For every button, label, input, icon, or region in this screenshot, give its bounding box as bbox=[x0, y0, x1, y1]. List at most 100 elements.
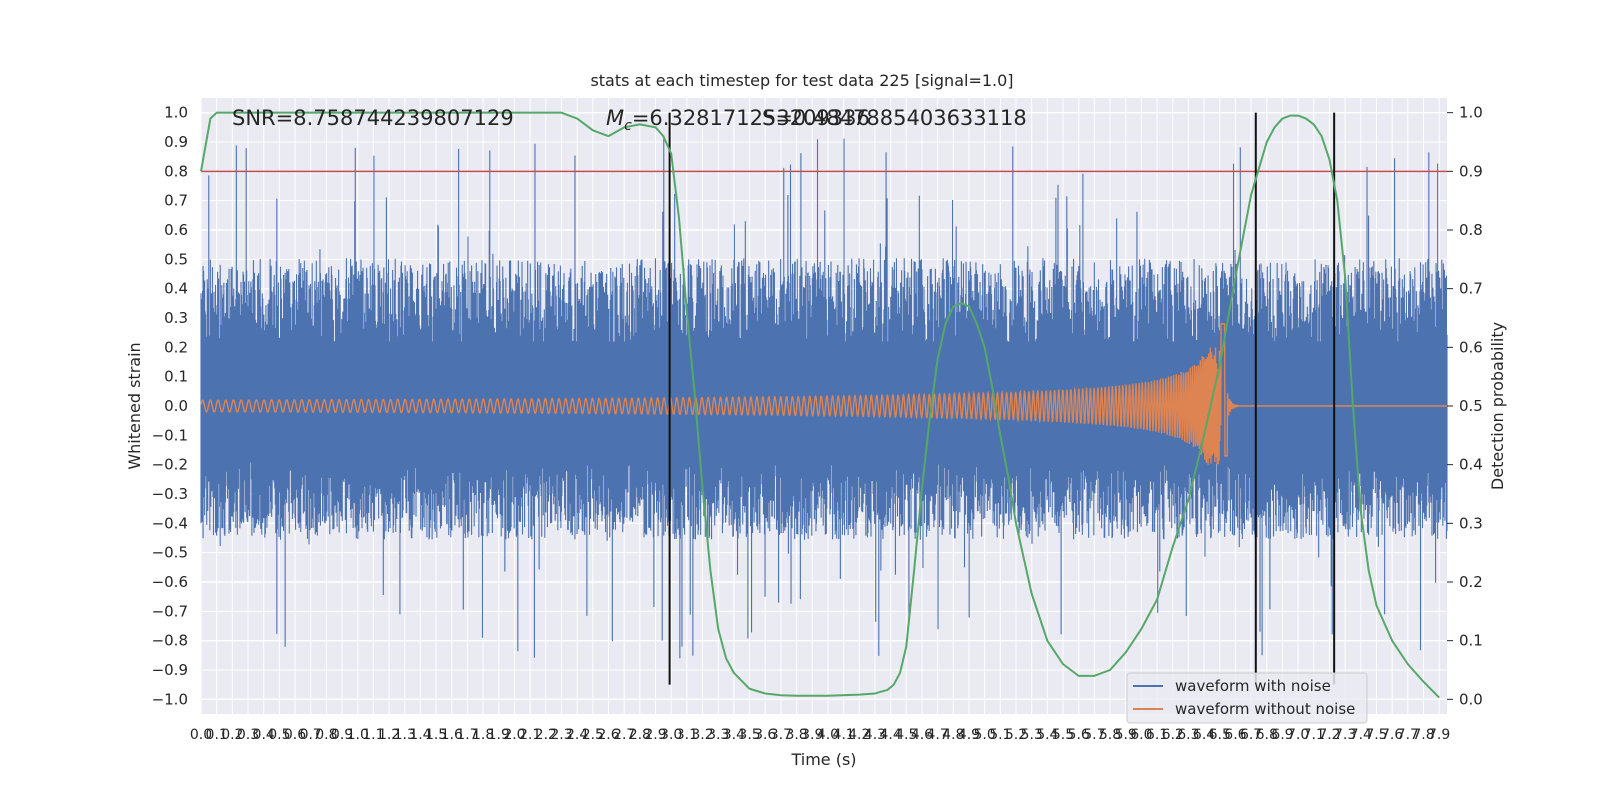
x-tick-label: 3.9 bbox=[801, 727, 823, 743]
x-tick-label: 6.8 bbox=[1256, 727, 1278, 743]
x-tick-label: 7.5 bbox=[1365, 727, 1387, 743]
x-tick-label: 4.2 bbox=[848, 727, 870, 743]
legend-label-clean: waveform without noise bbox=[1175, 700, 1355, 718]
x-tick-label: 3.5 bbox=[738, 727, 760, 743]
y2-tick-label: 0.1 bbox=[1459, 632, 1483, 650]
y-tick-label: −0.1 bbox=[152, 426, 188, 444]
y-tick-label: 0.0 bbox=[164, 397, 188, 415]
waveform-without-noise-series bbox=[200, 323, 1447, 465]
x-tick-label: 0.1 bbox=[206, 727, 228, 743]
y2-tick-label: 0.5 bbox=[1459, 397, 1483, 415]
x-tick-label: 2.0 bbox=[503, 727, 525, 743]
y2-tick-label: 0.8 bbox=[1459, 221, 1483, 239]
x-tick-label: 1.0 bbox=[347, 727, 369, 743]
x-tick-label: 0.2 bbox=[221, 727, 243, 743]
y-tick-label: 0.1 bbox=[164, 368, 188, 386]
x-tick-label: 4.6 bbox=[911, 727, 933, 743]
x-tick-label: 4.0 bbox=[817, 727, 839, 743]
y-tick-label: −0.8 bbox=[152, 632, 188, 650]
x-tick-label: 0.5 bbox=[268, 727, 290, 743]
x-tick-label: 2.5 bbox=[582, 727, 604, 743]
vertical-markers bbox=[668, 112, 1336, 685]
x-tick-label: 4.8 bbox=[942, 727, 964, 743]
x-tick-label: 0.8 bbox=[315, 727, 337, 743]
x-tick-label: 5.1 bbox=[989, 727, 1011, 743]
y2-axis-label: Detection probability bbox=[1488, 322, 1507, 490]
x-tick-label: 1.2 bbox=[378, 727, 400, 743]
x-tick-label: 5.7 bbox=[1083, 727, 1105, 743]
y-tick-label: −0.7 bbox=[152, 602, 188, 620]
x-tick-label: 5.6 bbox=[1068, 727, 1090, 743]
x-tick-label: 4.4 bbox=[879, 727, 901, 743]
x-tick-label: 2.7 bbox=[613, 727, 635, 743]
x-tick-label: 1.4 bbox=[409, 727, 431, 743]
y2-tick-label: 1.0 bbox=[1459, 104, 1483, 122]
x-tick-label: 7.7 bbox=[1397, 727, 1419, 743]
mc-value: =6.328171253209336 bbox=[632, 106, 870, 130]
s-annotation: S=0.4847885403633118 bbox=[762, 106, 1027, 130]
legend-label-noise: waveform with noise bbox=[1175, 677, 1331, 695]
x-tick-label: 6.3 bbox=[1177, 727, 1199, 743]
y2-tick-label: 0.7 bbox=[1459, 280, 1483, 298]
x-tick-label: 0.0 bbox=[190, 727, 212, 743]
x-axis: 0.00.10.20.30.40.50.60.70.80.91.01.11.21… bbox=[190, 727, 1450, 743]
y-tick-label: −0.9 bbox=[152, 661, 188, 679]
y2-tick-label: 0.6 bbox=[1459, 338, 1483, 356]
y2-tick-label: 0.4 bbox=[1459, 456, 1483, 474]
x-tick-label: 0.6 bbox=[284, 727, 306, 743]
y2-tick-label: 0.9 bbox=[1459, 162, 1483, 180]
y-axis-label: Whitened strain bbox=[125, 342, 144, 469]
x-tick-label: 1.7 bbox=[456, 727, 478, 743]
x-tick-label: 1.5 bbox=[425, 727, 447, 743]
x-tick-label: 2.4 bbox=[566, 727, 588, 743]
x-tick-label: 5.5 bbox=[1052, 727, 1074, 743]
y-axis-right: 1.0 0.9 0.8 0.7 0.6 0.5 0.4 0.3 0.2 0.1 0.0 bbox=[1447, 104, 1483, 708]
x-tick-label: 5.0 bbox=[974, 727, 996, 743]
y2-tick-label: 0.0 bbox=[1459, 690, 1483, 708]
x-tick-label: 1.3 bbox=[394, 727, 416, 743]
x-tick-label: 0.4 bbox=[253, 727, 275, 743]
x-tick-label: 5.8 bbox=[1099, 727, 1121, 743]
x-tick-label: 5.9 bbox=[1115, 727, 1137, 743]
y-tick-label: 0.4 bbox=[164, 280, 188, 298]
y-tick-label: −1.0 bbox=[152, 690, 188, 708]
x-tick-label: 4.3 bbox=[864, 727, 886, 743]
mc-symbol: M bbox=[606, 106, 624, 130]
x-tick-label: 6.5 bbox=[1209, 727, 1231, 743]
y2-tick-label: 0.2 bbox=[1459, 573, 1483, 591]
x-tick-label: 4.5 bbox=[895, 727, 917, 743]
x-tick-label: 2.9 bbox=[644, 727, 666, 743]
detection-probability-series bbox=[200, 111, 1440, 699]
x-tick-label: 1.6 bbox=[441, 727, 463, 743]
x-tick-label: 6.7 bbox=[1240, 727, 1262, 743]
legend: waveform with noise waveform without noi… bbox=[1126, 672, 1368, 724]
x-tick-label: 2.8 bbox=[629, 727, 651, 743]
mc-annotation: Mc=6.328171253209336 bbox=[606, 106, 870, 134]
x-tick-label: 3.3 bbox=[707, 727, 729, 743]
x-tick-label: 2.3 bbox=[550, 727, 572, 743]
x-tick-label: 0.9 bbox=[331, 727, 353, 743]
x-tick-label: 3.7 bbox=[770, 727, 792, 743]
x-tick-label: 5.4 bbox=[1036, 727, 1058, 743]
mc-subscript: c bbox=[624, 118, 632, 134]
x-tick-label: 7.4 bbox=[1350, 727, 1372, 743]
x-tick-label: 1.1 bbox=[362, 727, 384, 743]
waveform-with-noise-series bbox=[200, 138, 1448, 659]
y2-tick-label: 0.3 bbox=[1459, 514, 1483, 532]
x-tick-label: 3.6 bbox=[754, 727, 776, 743]
y-tick-label: −0.4 bbox=[152, 514, 188, 532]
x-tick-label: 5.2 bbox=[1005, 727, 1027, 743]
y-tick-label: −0.6 bbox=[152, 573, 188, 591]
x-tick-label: 6.4 bbox=[1193, 727, 1215, 743]
x-tick-label: 3.2 bbox=[691, 727, 713, 743]
x-tick-label: 3.1 bbox=[676, 727, 698, 743]
x-tick-label: 4.1 bbox=[832, 727, 854, 743]
y-tick-label: 0.2 bbox=[164, 338, 188, 356]
y-tick-label: 1.0 bbox=[164, 104, 188, 122]
y-axis-left: 1.0 0.9 0.8 0.7 0.6 0.5 0.4 0.3 0.2 0.1 0.0 −0.1 −0.… bbox=[152, 104, 188, 709]
x-tick-label: 7.0 bbox=[1287, 727, 1309, 743]
x-axis-label: Time (s) bbox=[790, 750, 856, 769]
x-tick-label: 2.1 bbox=[519, 727, 541, 743]
x-tick-label: 0.3 bbox=[237, 727, 259, 743]
